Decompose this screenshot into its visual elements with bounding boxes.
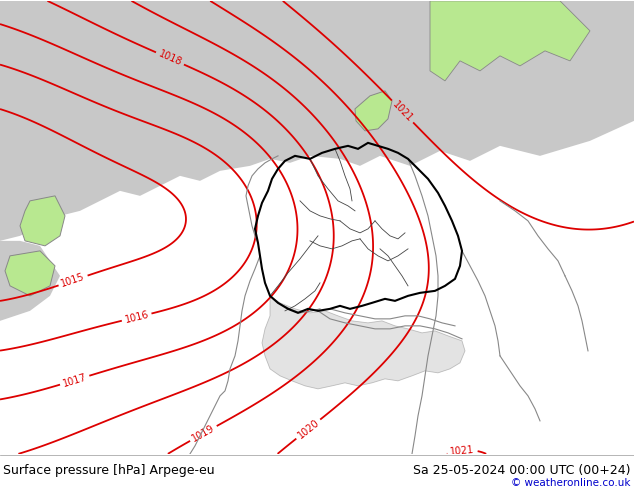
Text: 1016: 1016 (124, 309, 150, 325)
Polygon shape (355, 91, 392, 131)
Polygon shape (0, 1, 634, 241)
Polygon shape (5, 251, 55, 296)
Text: 1020: 1020 (295, 417, 321, 441)
Text: Sa 25-05-2024 00:00 UTC (00+24): Sa 25-05-2024 00:00 UTC (00+24) (413, 464, 631, 477)
Polygon shape (330, 1, 634, 149)
Text: 1019: 1019 (190, 423, 217, 444)
Text: 1017: 1017 (61, 372, 88, 389)
Polygon shape (430, 1, 590, 81)
Polygon shape (20, 196, 65, 246)
Text: 1021: 1021 (391, 99, 415, 124)
Text: 1021: 1021 (450, 444, 475, 457)
Polygon shape (0, 1, 60, 321)
Text: 1018: 1018 (157, 49, 183, 68)
Polygon shape (262, 296, 465, 389)
Text: 1015: 1015 (60, 272, 86, 289)
Text: © weatheronline.co.uk: © weatheronline.co.uk (512, 478, 631, 488)
Text: Surface pressure [hPa] Arpege-eu: Surface pressure [hPa] Arpege-eu (3, 464, 215, 477)
